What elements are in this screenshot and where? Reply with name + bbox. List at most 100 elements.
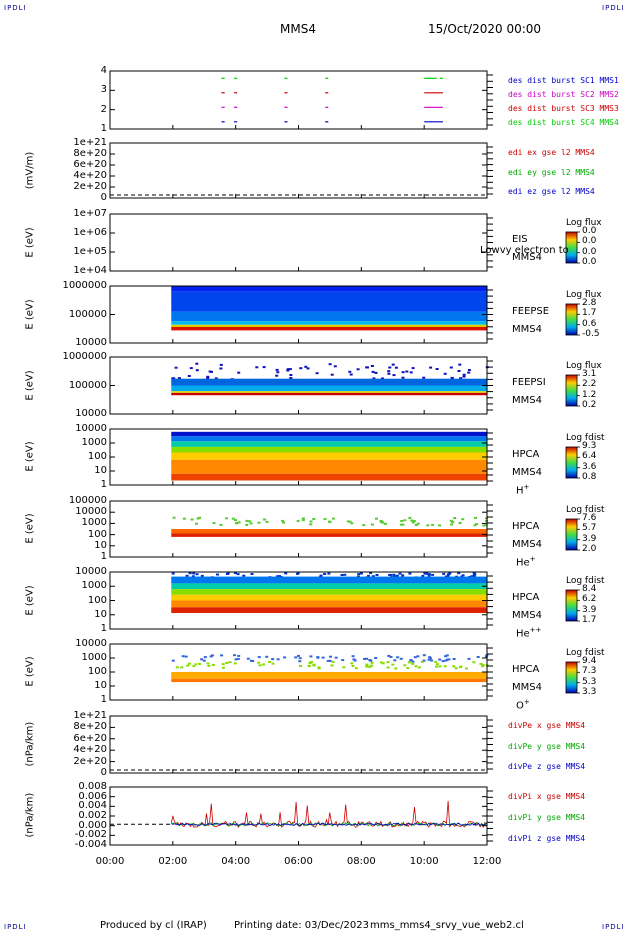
hpca-he-speck — [474, 516, 477, 519]
hpca-hepp-instrument-label: HPCA — [512, 592, 540, 603]
hpca-he-ytick-label: 10000 — [75, 506, 107, 518]
feepsi-speck — [299, 367, 303, 370]
burst-legend-entry: des dist burst SC2 MMS2 — [508, 90, 619, 99]
hpca-o-speck — [434, 660, 438, 663]
hpca-he-speck — [301, 517, 305, 520]
feepse-colorbar — [565, 303, 578, 336]
feepsi-speck — [422, 376, 426, 379]
hpca-o-species-label: O+ — [516, 698, 530, 712]
hpca-h-species-charge: + — [523, 483, 530, 491]
hpca-hepp-ylabel: E (eV) — [24, 584, 36, 616]
feepsi-speck — [275, 374, 279, 377]
divpe-legend-entry: divPe z gse MMS4 — [508, 762, 586, 771]
hpca-he-speck — [411, 521, 415, 524]
hpca-o-speck — [184, 655, 188, 658]
hpca-hepp-ytick-label: 10000 — [75, 566, 107, 577]
feepsi-speck — [411, 367, 415, 370]
hpca-hepp-band-5 — [171, 600, 487, 608]
hpca-he-speck — [172, 516, 176, 519]
hpca-o-ytick-label: 1000 — [81, 652, 107, 663]
hpca-o-speck — [411, 662, 415, 665]
hpca-o-speck — [265, 655, 269, 658]
hpca-o-speck — [435, 665, 438, 668]
feepsi-speck — [449, 366, 453, 369]
hpca-o-speck — [246, 657, 250, 660]
hpca-o-speck — [225, 662, 229, 664]
hpca-o-speck — [422, 654, 426, 657]
hpca-o-speck — [276, 658, 280, 661]
hpca-hepp-ytick-label: 10 — [94, 608, 107, 620]
hpca-h-ytick-label: 1000 — [81, 437, 107, 448]
hpca-o-speck — [414, 665, 418, 668]
feepsi-band-1 — [171, 378, 487, 386]
hpca-he-speck — [482, 524, 486, 527]
hpca-o-speck — [351, 665, 355, 667]
x-axis-tick-label: 10:00 — [409, 856, 439, 867]
hpca-o-speck — [438, 658, 442, 661]
hpca-he-speck — [401, 523, 405, 526]
feepsi-speck — [459, 377, 463, 380]
hpca-o-speck — [221, 666, 225, 669]
feepsi-speck — [328, 363, 332, 366]
hpca-he-species-label: He+ — [516, 555, 536, 569]
hpca-o-speck — [299, 665, 302, 667]
hpca-hepp-speck — [427, 574, 431, 577]
corner-label-bottom-right: IPDLI — [602, 923, 625, 931]
hpca-o-speck — [459, 665, 463, 668]
hpca-o-speck — [368, 659, 372, 661]
divpe-ytick-label: 1e+21 — [73, 710, 107, 721]
hpca-he-colorbar-value: 7.6 — [582, 513, 597, 523]
hpca-he-ytick-label: 1000 — [81, 517, 107, 529]
feepse-ytick-label: 100000 — [68, 308, 107, 320]
hpca-o-speck — [409, 659, 413, 662]
edi-ytick-label: 6e+20 — [73, 159, 107, 170]
feepsi-colorbar-value: 3.1 — [582, 369, 597, 379]
feepsi-speck — [195, 362, 199, 365]
hpca-he-speck — [190, 518, 194, 521]
hpca-o-speck — [370, 661, 374, 664]
feepsi-speck — [371, 370, 375, 373]
hpca-o-speck — [202, 659, 206, 662]
hpca-h-band-4 — [171, 452, 487, 460]
hpca-o-speck — [374, 657, 378, 659]
hpca-h-band-0 — [171, 431, 487, 437]
hpca-o-speck — [441, 660, 445, 663]
divpi-ylabel: (nPa/km) — [24, 792, 36, 838]
hpca-o-speck — [192, 665, 196, 668]
hpca-o-speck — [476, 656, 480, 658]
feepse-colorbar-value: 2.8 — [582, 298, 597, 308]
hpca-o-speck — [298, 657, 302, 660]
hpca-hepp-colorbar-title: Log fdist — [566, 576, 605, 586]
hpca-o-speck — [175, 666, 179, 669]
hpca-o-speck — [341, 659, 345, 662]
hpca-hepp-speck — [195, 573, 199, 576]
hpca-hepp-speck — [367, 574, 370, 577]
eis-colorbar-value: 0.0 — [582, 236, 597, 246]
eis-ytick-label: 1e+07 — [73, 208, 107, 219]
hpca-he-colorbar-value: 2.0 — [582, 544, 597, 554]
feepsi-speck — [348, 370, 352, 373]
hpca-hepp-speck — [278, 575, 281, 578]
hpca-o-speck — [271, 662, 275, 665]
hpca-he-speck — [451, 521, 455, 524]
feepsi-speck — [457, 370, 461, 372]
hpca-o-speck — [484, 655, 488, 658]
hpca-h-colorbar — [565, 446, 578, 479]
hpca-hepp-ytick-label: 1000 — [81, 580, 107, 592]
hpca-h-band-2 — [171, 441, 487, 447]
hpca-h-ytick-label: 10 — [94, 465, 107, 476]
hpca-o-speck — [427, 658, 431, 661]
hpca-o-speck — [207, 664, 211, 667]
hpca-he-speck — [331, 517, 335, 520]
hpca-o-ytick-label: 1 — [100, 694, 107, 705]
feepsi-speck — [405, 370, 409, 373]
divpi-frame — [109, 786, 488, 846]
divpe-ytick-label: 0 — [100, 767, 107, 778]
hpca-he-speck — [182, 517, 186, 520]
feepse-spacecraft-label: MMS4 — [512, 324, 542, 335]
eis-instrument-label: EIS — [512, 234, 528, 245]
hpca-he-speck — [461, 518, 465, 521]
hpca-o-speck — [330, 664, 334, 667]
eis-colorbar — [565, 231, 578, 264]
feepsi-ytick-label: 1000000 — [62, 351, 107, 362]
